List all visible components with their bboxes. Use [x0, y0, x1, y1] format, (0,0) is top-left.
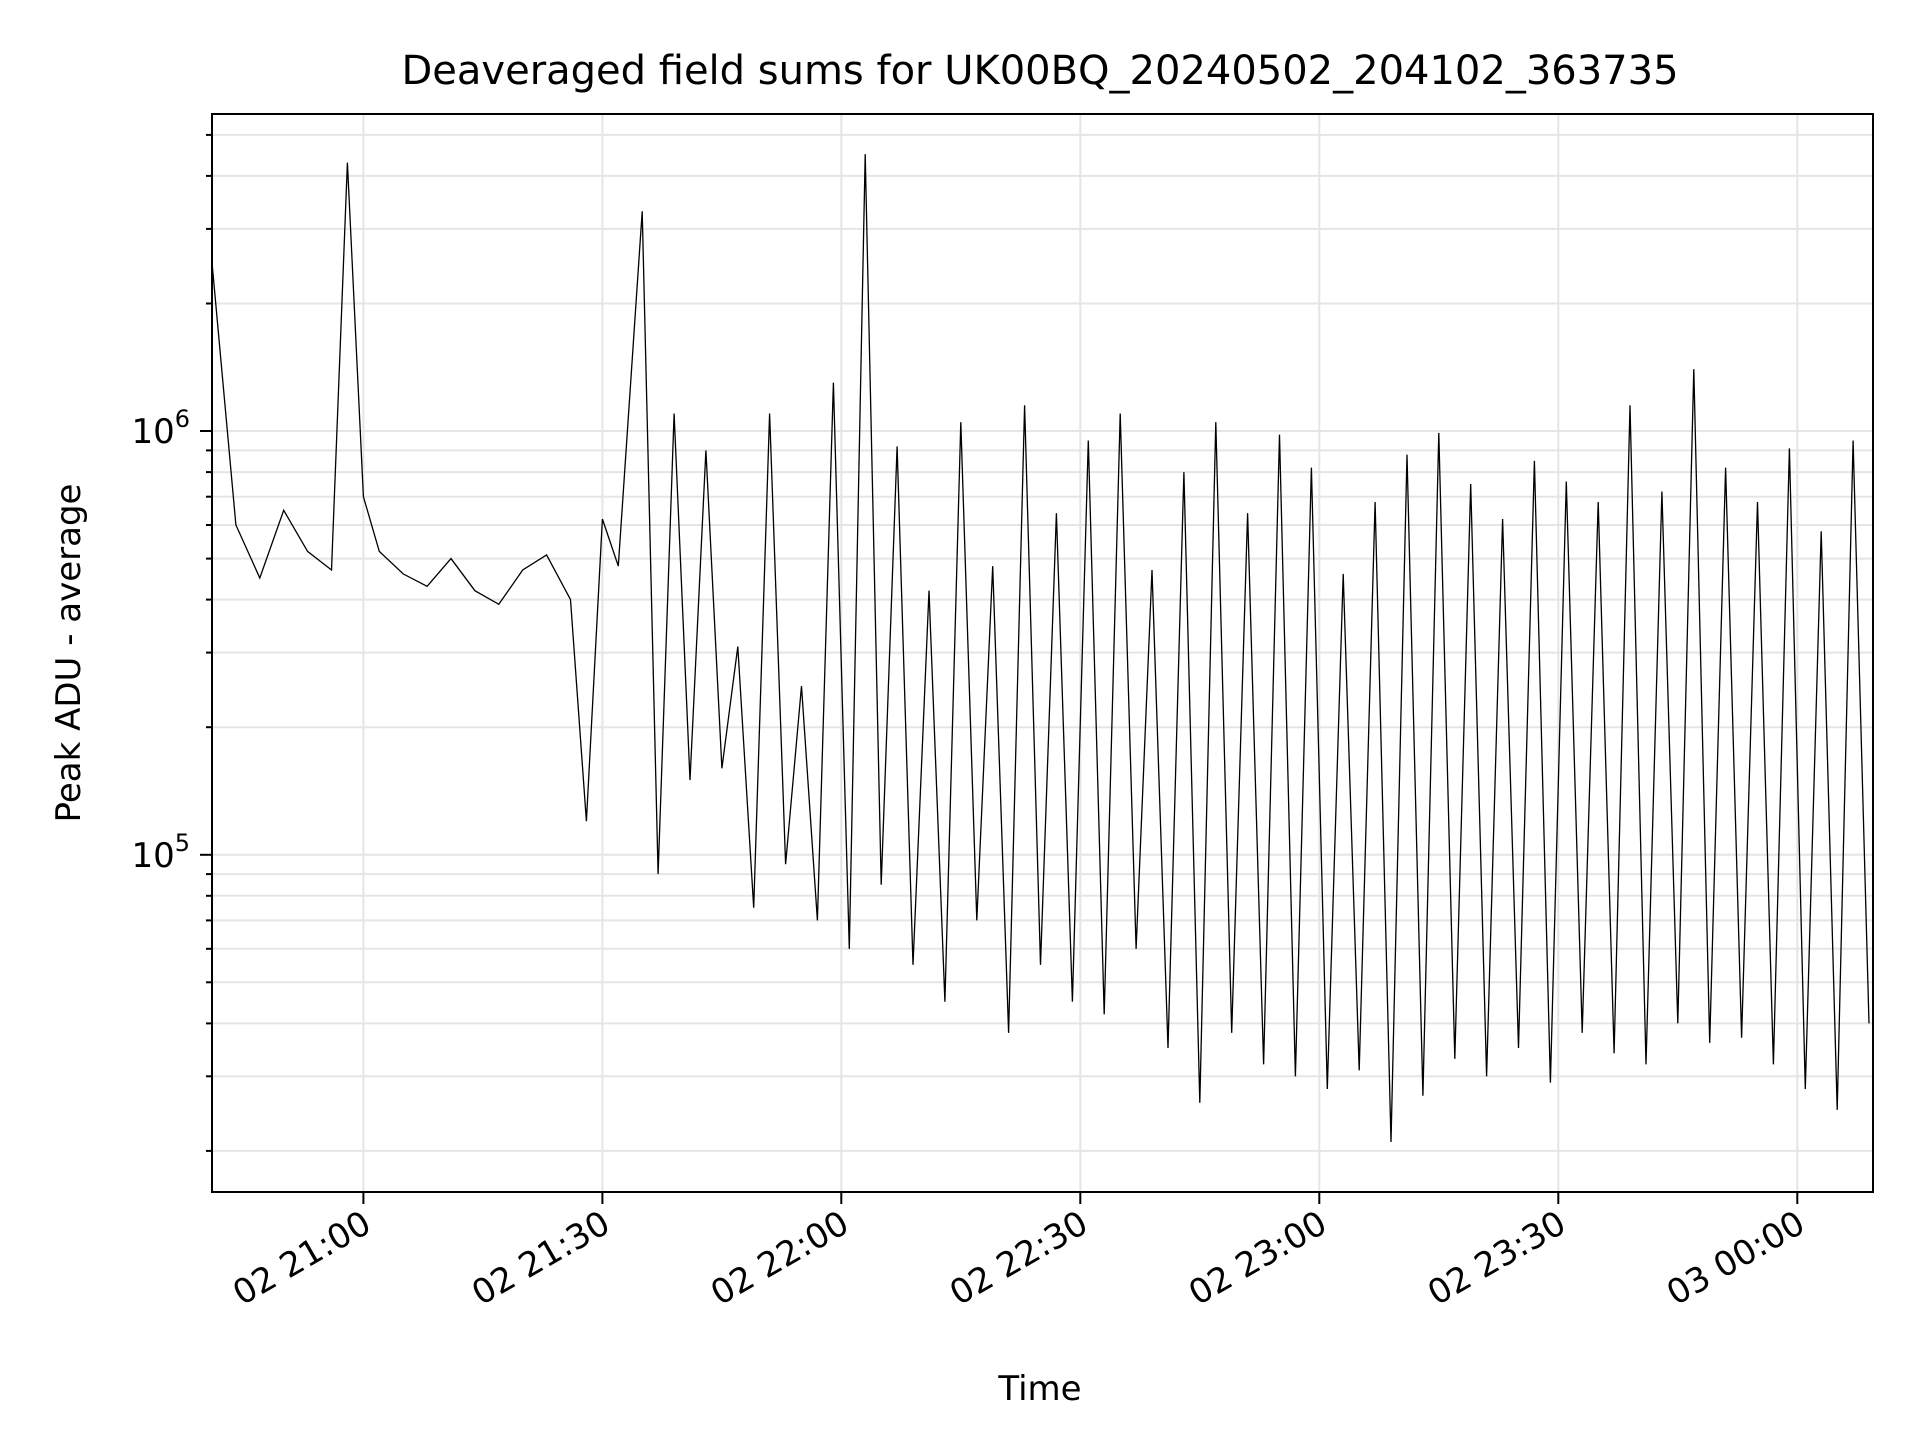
series-line	[211, 154, 1870, 1143]
x-axis-label: Time	[997, 1369, 1081, 1409]
y-tick-label: 106	[131, 405, 190, 452]
series-group	[211, 154, 1870, 1143]
y-axis: 105 106	[131, 133, 212, 1152]
y-tick-label: 105	[131, 829, 190, 876]
chart-title: Deaveraged field sums for UK00BQ_2024050…	[401, 48, 1678, 94]
y-axis-label: Peak ADU - average	[49, 484, 89, 823]
